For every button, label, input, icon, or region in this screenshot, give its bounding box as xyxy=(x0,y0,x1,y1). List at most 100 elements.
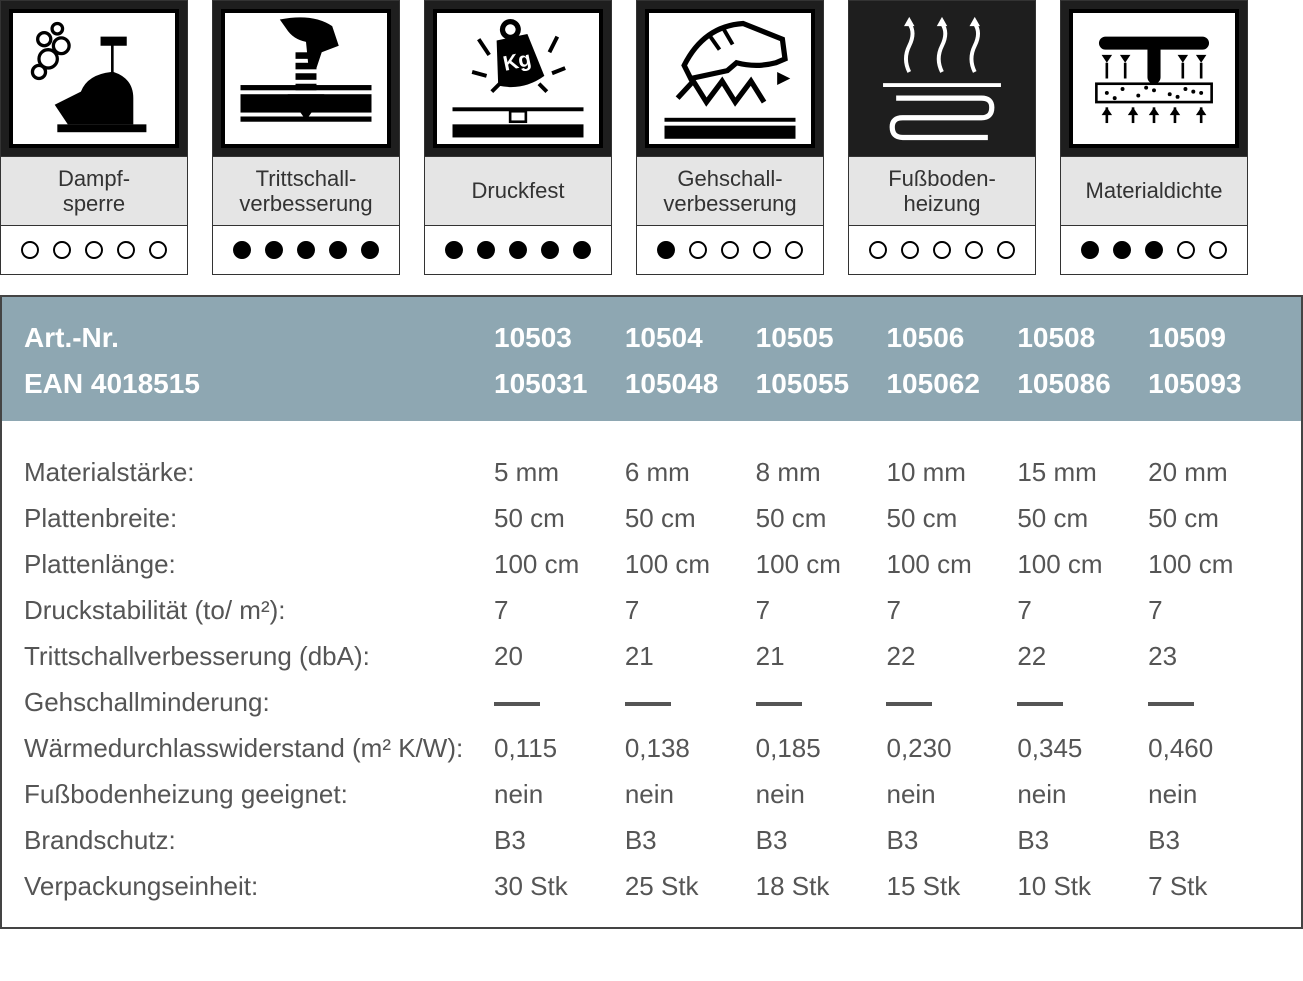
rating-dot xyxy=(869,241,887,259)
row-value: 20 xyxy=(494,641,625,672)
row-value: 7 xyxy=(756,595,887,626)
card-rating xyxy=(213,226,399,274)
row-value: 25 Stk xyxy=(625,871,756,902)
row-value: B3 xyxy=(1017,825,1148,856)
rating-dot xyxy=(53,241,71,259)
row-value: 10508 xyxy=(1017,322,1148,354)
fussbodenheizung-icon xyxy=(849,1,1035,156)
rating-dot xyxy=(1177,241,1195,259)
row-label: Verpackungseinheit: xyxy=(24,871,494,902)
spec-table: Art.-Nr.105031050410505105061050810509 EA… xyxy=(0,295,1303,929)
row-value: 105062 xyxy=(886,368,1017,400)
row-value: 10503 xyxy=(494,322,625,354)
rating-dot xyxy=(785,241,803,259)
druckfest-icon: Kg xyxy=(425,1,611,156)
row-value: nein xyxy=(1017,779,1148,810)
row-value: 22 xyxy=(886,641,1017,672)
row-value: 7 xyxy=(886,595,1017,626)
row-value: nein xyxy=(756,779,887,810)
row-value: 50 cm xyxy=(625,503,756,534)
card-trittschall: Trittschall-verbesserung xyxy=(212,0,400,275)
row-value: 105086 xyxy=(1017,368,1148,400)
rating-dot xyxy=(721,241,739,259)
rating-dot xyxy=(541,241,559,259)
rating-dot xyxy=(997,241,1015,259)
row-value: 7 xyxy=(494,595,625,626)
rating-dot xyxy=(1209,241,1227,259)
row-label: Druckstabilität (to/ m²): xyxy=(24,595,494,626)
row-value: 0,460 xyxy=(1148,733,1279,764)
row-label: Wärmedurchlasswiderstand (m² K/W): xyxy=(24,733,494,764)
row-value: 10 Stk xyxy=(1017,871,1148,902)
row-value: 20 mm xyxy=(1148,457,1279,488)
row-label: Trittschallverbesserung (dbA): xyxy=(24,641,494,672)
row-value: 105093 xyxy=(1148,368,1279,400)
row-value xyxy=(1017,687,1148,718)
row-value xyxy=(494,687,625,718)
rating-dot xyxy=(149,241,167,259)
card-label: Druckfest xyxy=(425,156,611,226)
row-value: 15 Stk xyxy=(886,871,1017,902)
row-value: 22 xyxy=(1017,641,1148,672)
card-label: Materialdichte xyxy=(1061,156,1247,226)
row-value: 50 cm xyxy=(494,503,625,534)
row-value: 7 xyxy=(1017,595,1148,626)
row-value: 7 xyxy=(625,595,756,626)
row-label: Brandschutz: xyxy=(24,825,494,856)
row-label: Fußbodenheizung geeignet: xyxy=(24,779,494,810)
row-value: 105048 xyxy=(625,368,756,400)
rating-dot xyxy=(445,241,463,259)
rating-dot xyxy=(361,241,379,259)
row-value: 10505 xyxy=(756,322,887,354)
table-row: Materialstärke:5 mm6 mm8 mm10 mm15 mm20 … xyxy=(24,449,1279,495)
row-value xyxy=(625,687,756,718)
row-value: 23 xyxy=(1148,641,1279,672)
row-value: 15 mm xyxy=(1017,457,1148,488)
row-value: 100 cm xyxy=(886,549,1017,580)
row-value: 105031 xyxy=(494,368,625,400)
card-gehschall: Gehschall-verbesserung xyxy=(636,0,824,275)
row-value: 100 cm xyxy=(1148,549,1279,580)
card-label: Trittschall-verbesserung xyxy=(213,156,399,226)
row-value: B3 xyxy=(494,825,625,856)
row-value: nein xyxy=(625,779,756,810)
rating-dot xyxy=(1081,241,1099,259)
table-row: Brandschutz:B3B3B3B3B3B3 xyxy=(24,817,1279,863)
rating-dot xyxy=(265,241,283,259)
row-value: 10 mm xyxy=(886,457,1017,488)
trittschall-icon xyxy=(213,1,399,156)
row-value: 6 mm xyxy=(625,457,756,488)
spec-table-body: Materialstärke:5 mm6 mm8 mm10 mm15 mm20 … xyxy=(2,421,1301,927)
row-value: 7 Stk xyxy=(1148,871,1279,902)
rating-dot xyxy=(1113,241,1131,259)
table-row: Art.-Nr.105031050410505105061050810509 xyxy=(24,315,1279,361)
table-row: Plattenlänge:100 cm100 cm100 cm100 cm100… xyxy=(24,541,1279,587)
row-value: 100 cm xyxy=(1017,549,1148,580)
row-value: 7 xyxy=(1148,595,1279,626)
rating-dot xyxy=(933,241,951,259)
card-label: Fußboden-heizung xyxy=(849,156,1035,226)
card-rating xyxy=(1061,226,1247,274)
row-label: EAN 4018515 xyxy=(24,368,494,400)
row-value: B3 xyxy=(1148,825,1279,856)
property-cards-row: Dampf-sperre Trittschall-verbesser xyxy=(0,0,1303,295)
rating-dot xyxy=(573,241,591,259)
rating-dot xyxy=(965,241,983,259)
row-label: Materialstärke: xyxy=(24,457,494,488)
table-row: Verpackungseinheit:30 Stk25 Stk18 Stk15 … xyxy=(24,863,1279,909)
row-value: B3 xyxy=(756,825,887,856)
table-row: Plattenbreite:50 cm50 cm50 cm50 cm50 cm5… xyxy=(24,495,1279,541)
rating-dot xyxy=(901,241,919,259)
rating-dot xyxy=(21,241,39,259)
card-label: Dampf-sperre xyxy=(1,156,187,226)
card-materialdichte: Materialdichte xyxy=(1060,0,1248,275)
row-value: B3 xyxy=(886,825,1017,856)
rating-dot xyxy=(85,241,103,259)
row-value xyxy=(1148,687,1279,718)
rating-dot xyxy=(297,241,315,259)
row-value: nein xyxy=(1148,779,1279,810)
table-row: Fußbodenheizung geeignet:neinneinneinnei… xyxy=(24,771,1279,817)
row-value: 10506 xyxy=(886,322,1017,354)
row-value: 10504 xyxy=(625,322,756,354)
row-value: 100 cm xyxy=(494,549,625,580)
